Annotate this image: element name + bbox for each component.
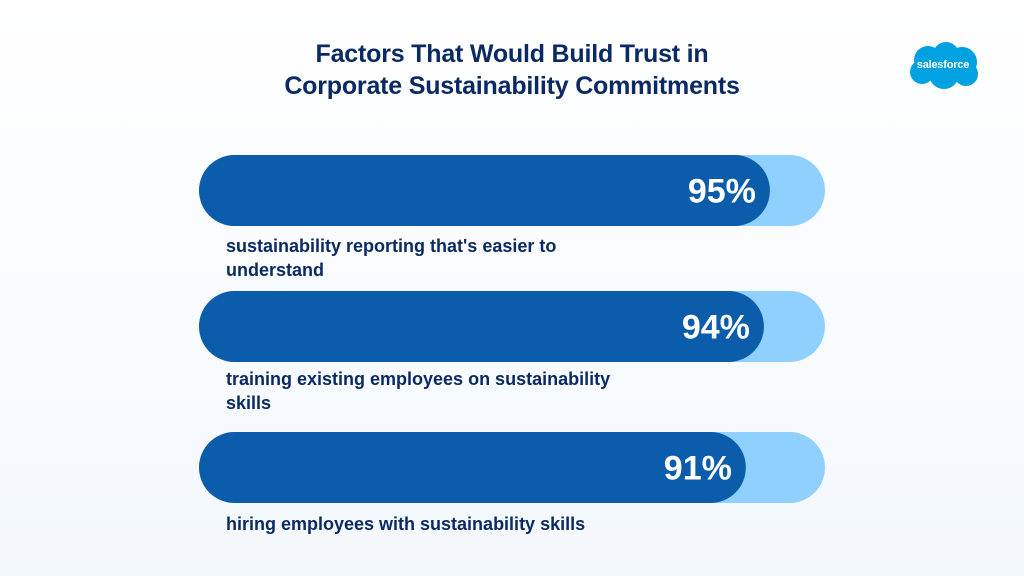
salesforce-logo-text: salesforce [916,59,970,71]
salesforce-cloud-icon [910,42,978,89]
salesforce-logo: salesforce [904,40,982,94]
value-label-2: 91% [664,450,732,488]
chart-title: Factors That Would Build Trust in Corpor… [0,38,1024,102]
bar-2 [199,432,746,503]
category-label-2-line-0: hiring employees with sustainability ski… [226,514,585,534]
chart-title-line-1: Factors That Would Build Trust in [315,40,709,68]
bar-0 [199,155,770,226]
chart-title-line-2: Corporate Sustainability Commitments [284,72,740,100]
bar-1 [199,291,764,362]
value-label-1: 94% [682,309,750,347]
value-label-0: 95% [688,173,756,211]
category-label-1-line-1: skills [226,393,271,413]
category-label-0-line-0: sustainability reporting that's easier t… [226,236,556,256]
category-label-1-line-0: training existing employees on sustainab… [226,369,610,389]
category-label-0-line-1: understand [226,260,324,280]
